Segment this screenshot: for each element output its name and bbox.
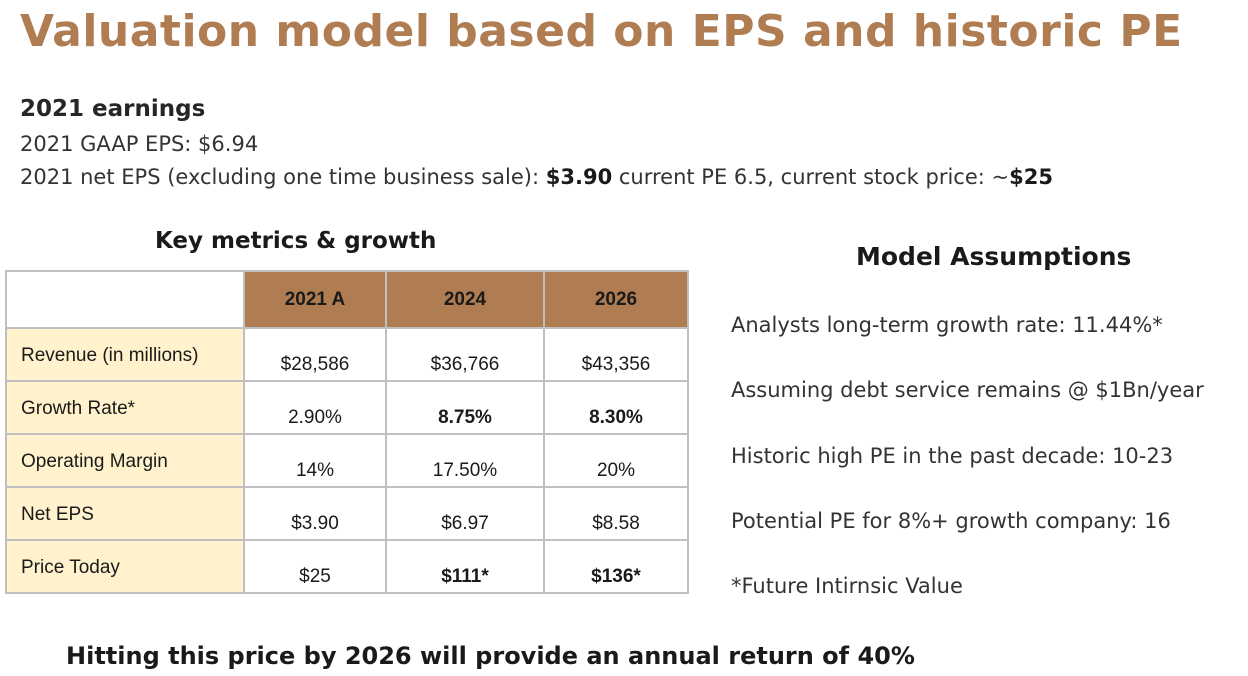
assumption-item: Potential PE for 8%+ growth company: 16 <box>731 509 1171 533</box>
table-cell: $36,766 <box>385 327 545 382</box>
table-cell: $111* <box>385 539 545 594</box>
net-eps-value: $3.90 <box>545 165 613 189</box>
assumption-footnote: *Future Intirnsic Value <box>731 574 963 598</box>
table-cell: 2.90% <box>243 380 387 435</box>
row-label: Growth Rate* <box>5 380 245 435</box>
table-cell: $6.97 <box>385 486 545 541</box>
table-cell: $8.58 <box>543 486 689 541</box>
table-cell: 8.30% <box>543 380 689 435</box>
assumption-item: Analysts long-term growth rate: 11.44%* <box>731 313 1163 337</box>
row-label: Net EPS <box>5 486 245 541</box>
net-eps-prefix: 2021 net EPS (excluding one time busines… <box>20 165 546 189</box>
assumption-item: Assuming debt service remains @ $1Bn/yea… <box>731 378 1204 402</box>
key-metrics-table: 2021 A 2024 2026 Revenue (in millions) $2… <box>5 270 689 594</box>
table-row: Operating Margin 14% 17.50% 20% <box>5 433 689 488</box>
column-header: 2026 <box>543 270 689 329</box>
column-header: 2024 <box>385 270 545 329</box>
table-row: Price Today $25 $111* $136* <box>5 539 689 594</box>
gaap-eps-line: 2021 GAAP EPS: $6.94 <box>20 132 259 156</box>
row-label: Price Today <box>5 539 245 594</box>
table-cell: 8.75% <box>385 380 545 435</box>
table-corner-cell <box>5 270 245 329</box>
table-cell: $3.90 <box>243 486 387 541</box>
column-header: 2021 A <box>243 270 387 329</box>
table-row: Revenue (in millions) $28,586 $36,766 $43,3… <box>5 327 689 382</box>
table-row: Growth Rate* 2.90% 8.75% 8.30% <box>5 380 689 435</box>
net-eps-middle: current PE 6.5, current stock price: ~ <box>612 165 1010 189</box>
row-label: Revenue (in millions) <box>5 327 245 382</box>
table-cell: $43,356 <box>543 327 689 382</box>
stock-price-value: $25 <box>1009 165 1053 189</box>
model-assumptions-title: Model Assumptions <box>856 242 1132 271</box>
key-metrics-title: Key metrics & growth <box>155 228 437 254</box>
table-cell: 17.50% <box>385 433 545 488</box>
table-cell: $136* <box>543 539 689 594</box>
table-cell: $28,586 <box>243 327 387 382</box>
net-eps-line: 2021 net EPS (excluding one time busines… <box>20 165 1053 189</box>
page-title: Valuation model based on EPS and histori… <box>20 6 1183 57</box>
table-cell: 20% <box>543 433 689 488</box>
table-cell: 14% <box>243 433 387 488</box>
table-row: Net EPS $3.90 $6.97 $8.58 <box>5 486 689 541</box>
table-cell: $25 <box>243 539 387 594</box>
earnings-heading: 2021 earnings <box>20 96 206 122</box>
return-statement: Hitting this price by 2026 will provide … <box>66 642 915 670</box>
row-label: Operating Margin <box>5 433 245 488</box>
table-header-row: 2021 A 2024 2026 <box>5 270 689 329</box>
assumption-item: Historic high PE in the past decade: 10-… <box>731 444 1174 468</box>
